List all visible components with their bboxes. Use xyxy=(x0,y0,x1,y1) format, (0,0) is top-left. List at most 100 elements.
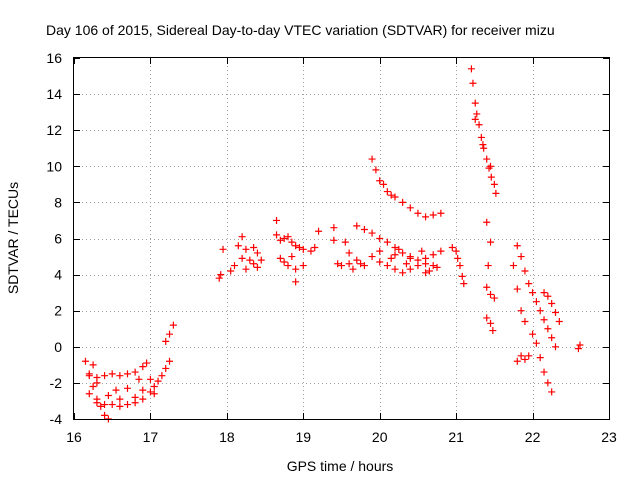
axis-ticks: 16 17 18 19 20 21 22 23 -4 -2 0 2 4 6 8 10 12 14 16 xyxy=(46,50,617,445)
data-point xyxy=(238,233,246,241)
data-point xyxy=(383,262,391,270)
data-point xyxy=(540,316,548,324)
data-point xyxy=(429,211,437,219)
data-point xyxy=(387,254,395,262)
series-band-18h45 xyxy=(273,216,323,286)
data-point xyxy=(395,245,403,253)
data-point xyxy=(360,262,368,270)
data-point xyxy=(162,337,170,345)
data-point xyxy=(101,411,109,419)
data-point xyxy=(414,209,422,217)
data-point xyxy=(467,65,475,73)
data-point xyxy=(548,334,556,342)
data-point xyxy=(250,260,258,268)
data-point xyxy=(311,244,319,252)
series-decay-20h xyxy=(368,155,445,221)
data-point xyxy=(480,144,488,152)
data-point xyxy=(525,352,533,360)
series-band-21h xyxy=(448,244,468,288)
y-tick-label: 10 xyxy=(46,158,62,174)
data-point xyxy=(418,247,426,255)
data-point xyxy=(154,377,162,385)
data-point xyxy=(139,395,147,403)
data-point xyxy=(469,79,477,87)
data-point xyxy=(429,251,437,259)
data-point xyxy=(517,307,525,315)
data-point xyxy=(242,265,250,273)
data-point xyxy=(131,368,139,376)
data-point xyxy=(458,272,466,280)
data-point xyxy=(399,249,407,257)
data-point xyxy=(292,278,300,286)
data-point xyxy=(288,238,296,246)
data-point xyxy=(574,345,582,353)
data-point xyxy=(357,260,365,268)
data-point xyxy=(330,224,338,232)
data-point xyxy=(246,256,254,264)
data-point xyxy=(280,235,288,242)
data-point xyxy=(429,262,437,270)
data-point xyxy=(276,254,284,262)
x-tick-label: 22 xyxy=(525,429,541,445)
data-point xyxy=(548,388,556,396)
series-early-upper-cluster xyxy=(85,359,158,403)
data-point xyxy=(292,242,300,250)
data-point xyxy=(353,222,361,230)
data-point xyxy=(334,260,342,268)
data-point xyxy=(231,262,238,270)
data-point xyxy=(330,236,338,244)
plot-frame xyxy=(73,57,610,420)
data-point xyxy=(548,299,556,307)
data-point xyxy=(414,262,422,270)
data-point xyxy=(448,244,456,252)
data-point xyxy=(315,227,323,235)
data-point xyxy=(368,229,376,237)
data-point xyxy=(273,231,281,239)
data-points xyxy=(81,65,584,423)
data-point xyxy=(521,318,529,326)
data-point xyxy=(139,363,147,371)
data-point xyxy=(513,242,521,250)
data-point xyxy=(490,294,498,302)
y-tick-label: 8 xyxy=(54,194,62,210)
data-point xyxy=(166,357,174,365)
series-late-22h xyxy=(509,242,584,396)
data-point xyxy=(529,289,537,297)
data-point xyxy=(227,267,235,275)
data-point xyxy=(473,110,481,118)
data-point xyxy=(437,209,445,217)
data-point xyxy=(376,235,384,242)
y-axis-label: SDTVAR / TECUs xyxy=(5,182,21,294)
data-point xyxy=(513,285,521,293)
data-point xyxy=(387,191,395,199)
data-point xyxy=(489,327,497,335)
data-point xyxy=(422,269,430,277)
data-point xyxy=(162,364,170,372)
data-point xyxy=(552,343,559,351)
data-point xyxy=(217,271,225,279)
data-point xyxy=(487,238,495,246)
data-point xyxy=(143,359,151,367)
data-point xyxy=(490,180,498,188)
data-point xyxy=(406,265,414,273)
data-point xyxy=(238,254,246,262)
data-point xyxy=(124,384,131,392)
x-tick-label: 19 xyxy=(295,429,311,445)
data-point xyxy=(360,225,368,233)
data-point xyxy=(544,379,552,387)
chart-title: Day 106 of 2015, Sidereal Day-to-day VTE… xyxy=(46,22,555,38)
data-point xyxy=(276,236,284,244)
data-point xyxy=(89,361,97,369)
data-point xyxy=(483,155,491,163)
x-tick-label: 17 xyxy=(143,429,159,445)
data-point xyxy=(525,280,533,288)
data-point xyxy=(521,355,529,363)
y-tick-label: 4 xyxy=(54,267,62,283)
data-point xyxy=(273,216,281,224)
data-point xyxy=(471,115,479,123)
data-point xyxy=(124,370,131,378)
data-point xyxy=(292,265,300,273)
data-point xyxy=(483,314,491,322)
